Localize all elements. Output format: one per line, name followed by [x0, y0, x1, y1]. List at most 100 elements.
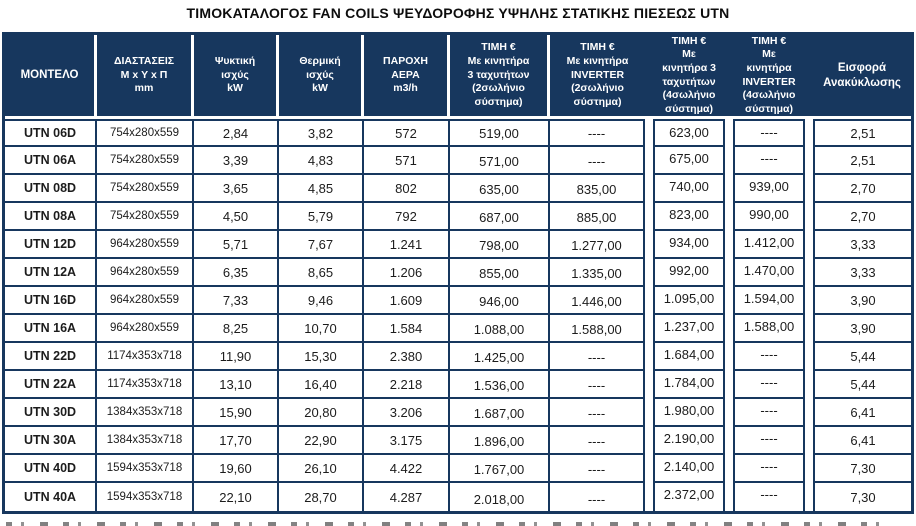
clipped-footnote: [6, 522, 882, 526]
cell-price-2pipe-inverter: ----: [550, 483, 645, 511]
cell-price-4pipe-3speed: 934,00: [653, 231, 725, 259]
cell-price-2pipe-inverter: 885,00: [550, 203, 645, 231]
column-header-price-2pipe-inverter: ΤΙΜΗ € Με κινητήρα INVERTER (2σωλήνιο σύ…: [550, 35, 645, 119]
cell-price-2pipe-3speed: 798,00: [450, 231, 550, 259]
cell-dimensions: 964x280x559: [97, 259, 194, 287]
cell-price-2pipe-3speed: 1.896,00: [450, 427, 550, 455]
cell-price-2pipe-inverter: 1.446,00: [550, 287, 645, 315]
cell-cooling-kw: 3,65: [194, 175, 279, 203]
cell-heating-kw: 9,46: [279, 287, 364, 315]
cell-heating-kw: 15,30: [279, 343, 364, 371]
cell-dimensions: 1174x353x718: [97, 371, 194, 399]
cell-price-4pipe-3speed: 1.237,00: [653, 315, 725, 343]
cell-price-2pipe-3speed: 1.425,00: [450, 343, 550, 371]
cell-price-2pipe-inverter: ----: [550, 427, 645, 455]
cell-price-2pipe-inverter: ----: [550, 371, 645, 399]
cell-dimensions: 1384x353x718: [97, 399, 194, 427]
cell-price-4pipe-inverter: ----: [733, 483, 805, 511]
cell-price-2pipe-inverter: 1.335,00: [550, 259, 645, 287]
column-header-price-4pipe-3speed: ΤΙΜΗ € Με κινητήρα 3 ταχυτήτων (4σωλήνιο…: [653, 35, 725, 119]
cell-heating-kw: 20,80: [279, 399, 364, 427]
cell-price-4pipe-inverter: 1.470,00: [733, 259, 805, 287]
cell-recycling-fee: 3,90: [813, 287, 911, 315]
cell-price-2pipe-inverter: ----: [550, 147, 645, 175]
cell-heating-kw: 5,79: [279, 203, 364, 231]
cell-price-2pipe-inverter: 1.588,00: [550, 315, 645, 343]
cell-price-2pipe-3speed: 855,00: [450, 259, 550, 287]
cell-cooling-kw: 22,10: [194, 483, 279, 511]
cell-airflow: 571: [364, 147, 450, 175]
column-header-recycling-fee: Εισφορά Ανακύκλωσης: [813, 35, 911, 119]
cell-model: UTN 08D: [5, 175, 97, 203]
cell-airflow: 802: [364, 175, 450, 203]
cell-price-2pipe-inverter: 1.277,00: [550, 231, 645, 259]
column-header-price-2pipe-3speed: ΤΙΜΗ € Με κινητήρα 3 ταχυτήτων (2σωλήνιο…: [450, 35, 550, 119]
cell-price-2pipe-3speed: 946,00: [450, 287, 550, 315]
column-header-price-4pipe-inverter: ΤΙΜΗ € Με κινητήρα INVERTER (4σωλήνιο σύ…: [733, 35, 805, 119]
cell-price-4pipe-3speed: 675,00: [653, 147, 725, 175]
cell-airflow: 4.422: [364, 455, 450, 483]
page-title: ΤΙΜΟΚΑΤΑΛΟΓΟΣ FAN COILS ΨΕΥΔΟΡΟΦΗΣ ΥΨΗΛΗ…: [186, 5, 730, 21]
cell-price-4pipe-inverter: ----: [733, 399, 805, 427]
column-gutter: [725, 119, 733, 511]
cell-model: UTN 22D: [5, 343, 97, 371]
cell-dimensions: 964x280x559: [97, 287, 194, 315]
cell-cooling-kw: 7,33: [194, 287, 279, 315]
cell-airflow: 572: [364, 119, 450, 147]
cell-recycling-fee: 2,70: [813, 175, 911, 203]
cell-heating-kw: 4,85: [279, 175, 364, 203]
cell-recycling-fee: 2,70: [813, 203, 911, 231]
column-header-airflow: ΠΑΡΟΧΗ ΑΕΡΑ m3/h: [364, 35, 450, 119]
price-table: ΜΟΝΤΕΛΟ ΔΙΑΣΤΑΣΕΙΣ Μ x Υ x Π mm Ψυκτική …: [2, 32, 914, 514]
cell-price-4pipe-inverter: 990,00: [733, 203, 805, 231]
cell-dimensions: 1384x353x718: [97, 427, 194, 455]
cell-airflow: 1.206: [364, 259, 450, 287]
cell-recycling-fee: 6,41: [813, 399, 911, 427]
cell-price-4pipe-3speed: 1.784,00: [653, 371, 725, 399]
cell-price-2pipe-3speed: 1.767,00: [450, 455, 550, 483]
cell-price-4pipe-inverter: ----: [733, 147, 805, 175]
cell-dimensions: 1174x353x718: [97, 343, 194, 371]
cell-airflow: 1.609: [364, 287, 450, 315]
cell-price-2pipe-inverter: ----: [550, 119, 645, 147]
cell-price-4pipe-3speed: 1.684,00: [653, 343, 725, 371]
cell-cooling-kw: 4,50: [194, 203, 279, 231]
cell-cooling-kw: 15,90: [194, 399, 279, 427]
header-gutter: [805, 35, 813, 119]
column-header-dimensions: ΔΙΑΣΤΑΣΕΙΣ Μ x Υ x Π mm: [97, 35, 194, 119]
column-header-cooling-kw: Ψυκτική ισχύς kW: [194, 35, 279, 119]
cell-cooling-kw: 13,10: [194, 371, 279, 399]
cell-recycling-fee: 6,41: [813, 427, 911, 455]
cell-recycling-fee: 3,33: [813, 231, 911, 259]
cell-price-4pipe-inverter: ----: [733, 371, 805, 399]
cell-heating-kw: 7,67: [279, 231, 364, 259]
cell-price-4pipe-inverter: ----: [733, 427, 805, 455]
cell-price-4pipe-inverter: 1.588,00: [733, 315, 805, 343]
cell-recycling-fee: 5,44: [813, 371, 911, 399]
cell-model: UTN 06D: [5, 119, 97, 147]
cell-airflow: 3.206: [364, 399, 450, 427]
cell-model: UTN 16D: [5, 287, 97, 315]
header-gutter: [645, 35, 653, 119]
cell-price-4pipe-3speed: 623,00: [653, 119, 725, 147]
cell-dimensions: 964x280x559: [97, 315, 194, 343]
cell-model: UTN 30A: [5, 427, 97, 455]
cell-price-2pipe-3speed: 2.018,00: [450, 483, 550, 511]
cell-price-2pipe-3speed: 1.088,00: [450, 315, 550, 343]
cell-model: UTN 40D: [5, 455, 97, 483]
cell-heating-kw: 28,70: [279, 483, 364, 511]
cell-price-4pipe-inverter: ----: [733, 343, 805, 371]
cell-heating-kw: 22,90: [279, 427, 364, 455]
cell-dimensions: 1594x353x718: [97, 483, 194, 511]
cell-airflow: 1.241: [364, 231, 450, 259]
cell-model: UTN 08A: [5, 203, 97, 231]
cell-price-4pipe-3speed: 2.372,00: [653, 483, 725, 511]
cell-price-4pipe-3speed: 2.140,00: [653, 455, 725, 483]
cell-price-4pipe-3speed: 740,00: [653, 175, 725, 203]
cell-dimensions: 754x280x559: [97, 175, 194, 203]
cell-price-2pipe-3speed: 1.687,00: [450, 399, 550, 427]
cell-heating-kw: 3,82: [279, 119, 364, 147]
cell-recycling-fee: 2,51: [813, 147, 911, 175]
cell-cooling-kw: 6,35: [194, 259, 279, 287]
cell-price-2pipe-inverter: 835,00: [550, 175, 645, 203]
